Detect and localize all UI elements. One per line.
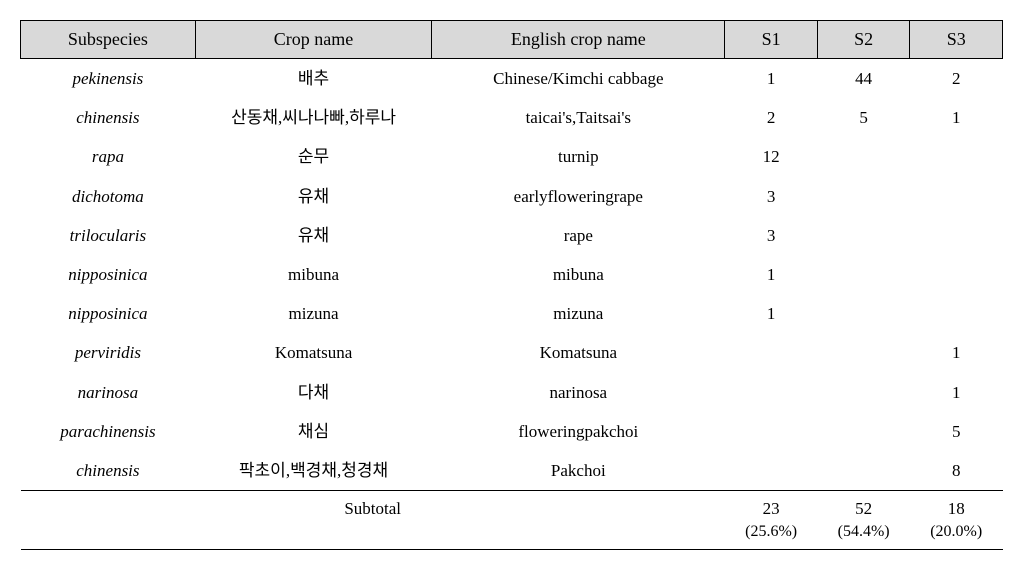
subtotal-s2: 52(54.4%): [817, 491, 910, 550]
cell-s1: 12: [725, 137, 818, 176]
cell-subspecies: nipposinica: [21, 255, 196, 294]
col-subspecies: Subspecies: [21, 21, 196, 59]
cell-s3: 1: [910, 333, 1003, 372]
cell-s2: [817, 451, 910, 491]
subtotal-s1: 23(25.6%): [725, 491, 818, 550]
cell-crop: 산동채,씨나나빠,하루나: [195, 98, 432, 137]
cell-s3: [910, 137, 1003, 176]
cell-s1: 3: [725, 216, 818, 255]
cell-s3: [910, 216, 1003, 255]
cell-english: narinosa: [432, 373, 725, 412]
cell-s1: 3: [725, 177, 818, 216]
cell-s3: 1: [910, 98, 1003, 137]
cell-s2: [817, 137, 910, 176]
cell-english: Chinese/Kimchi cabbage: [432, 59, 725, 99]
cell-crop: 유채: [195, 216, 432, 255]
cell-subspecies: nipposinica: [21, 294, 196, 333]
table-row: trilocularis유채rape3: [21, 216, 1003, 255]
cell-subspecies: pekinensis: [21, 59, 196, 99]
cell-s2: [817, 294, 910, 333]
cell-s2: [817, 216, 910, 255]
cell-crop: 팍초이,백경채,청경채: [195, 451, 432, 491]
cell-crop: Komatsuna: [195, 333, 432, 372]
cell-s1: 1: [725, 59, 818, 99]
cell-s3: 2: [910, 59, 1003, 99]
subspecies-table: Subspecies Crop name English crop name S…: [20, 20, 1003, 550]
col-crop-name: Crop name: [195, 21, 432, 59]
cell-s2: [817, 412, 910, 451]
cell-crop: mizuna: [195, 294, 432, 333]
cell-english: Pakchoi: [432, 451, 725, 491]
cell-s2: 5: [817, 98, 910, 137]
cell-s2: [817, 255, 910, 294]
subtotal-s3: 18(20.0%): [910, 491, 1003, 550]
cell-s3: [910, 177, 1003, 216]
cell-subspecies: perviridis: [21, 333, 196, 372]
table-row: nipposinicamizunamizuna1: [21, 294, 1003, 333]
table-container: Subspecies Crop name English crop name S…: [20, 20, 1003, 550]
table-row: narinosa다채narinosa 1: [21, 373, 1003, 412]
cell-s3: 5: [910, 412, 1003, 451]
col-english-name: English crop name: [432, 21, 725, 59]
table-row: nipposinicamibunamibuna1: [21, 255, 1003, 294]
cell-s2: 44: [817, 59, 910, 99]
table-row: dichotoma유채earlyfloweringrape3: [21, 177, 1003, 216]
subtotal-row: Subtotal23(25.6%)52(54.4%)18(20.0%): [21, 491, 1003, 550]
cell-s2: [817, 373, 910, 412]
cell-s3: [910, 255, 1003, 294]
table-row: chinensis산동채,씨나나빠,하루나taicai's,Taitsai's2…: [21, 98, 1003, 137]
cell-english: floweringpakchoi: [432, 412, 725, 451]
table-row: parachinensis채심floweringpakchoi 5: [21, 412, 1003, 451]
cell-subspecies: rapa: [21, 137, 196, 176]
cell-s1: [725, 451, 818, 491]
table-row: perviridisKomatsunaKomatsuna1: [21, 333, 1003, 372]
cell-s1: [725, 333, 818, 372]
cell-subspecies: trilocularis: [21, 216, 196, 255]
col-s1: S1: [725, 21, 818, 59]
cell-english: turnip: [432, 137, 725, 176]
cell-english: taicai's,Taitsai's: [432, 98, 725, 137]
cell-s3: 1: [910, 373, 1003, 412]
table-row: chinensis팍초이,백경채,청경채Pakchoi 8: [21, 451, 1003, 491]
cell-s1: [725, 373, 818, 412]
cell-english: mibuna: [432, 255, 725, 294]
cell-english: mizuna: [432, 294, 725, 333]
cell-s1: 2: [725, 98, 818, 137]
cell-english: rape: [432, 216, 725, 255]
table-row: rapa순무turnip12: [21, 137, 1003, 176]
cell-crop: 채심: [195, 412, 432, 451]
cell-crop: 순무: [195, 137, 432, 176]
col-s2: S2: [817, 21, 910, 59]
col-s3: S3: [910, 21, 1003, 59]
cell-english: Komatsuna: [432, 333, 725, 372]
subtotal-label: Subtotal: [21, 491, 725, 550]
cell-crop: 유채: [195, 177, 432, 216]
cell-subspecies: narinosa: [21, 373, 196, 412]
cell-s1: 1: [725, 294, 818, 333]
cell-s2: [817, 177, 910, 216]
cell-crop: mibuna: [195, 255, 432, 294]
cell-subspecies: dichotoma: [21, 177, 196, 216]
table-header-row: Subspecies Crop name English crop name S…: [21, 21, 1003, 59]
cell-s3: 8: [910, 451, 1003, 491]
table-row: pekinensis배추Chinese/Kimchi cabbage1442: [21, 59, 1003, 99]
cell-crop: 배추: [195, 59, 432, 99]
cell-subspecies: parachinensis: [21, 412, 196, 451]
cell-s1: [725, 412, 818, 451]
cell-crop: 다채: [195, 373, 432, 412]
cell-s3: [910, 294, 1003, 333]
cell-subspecies: chinensis: [21, 451, 196, 491]
cell-s2: [817, 333, 910, 372]
cell-subspecies: chinensis: [21, 98, 196, 137]
cell-s1: 1: [725, 255, 818, 294]
cell-english: earlyfloweringrape: [432, 177, 725, 216]
